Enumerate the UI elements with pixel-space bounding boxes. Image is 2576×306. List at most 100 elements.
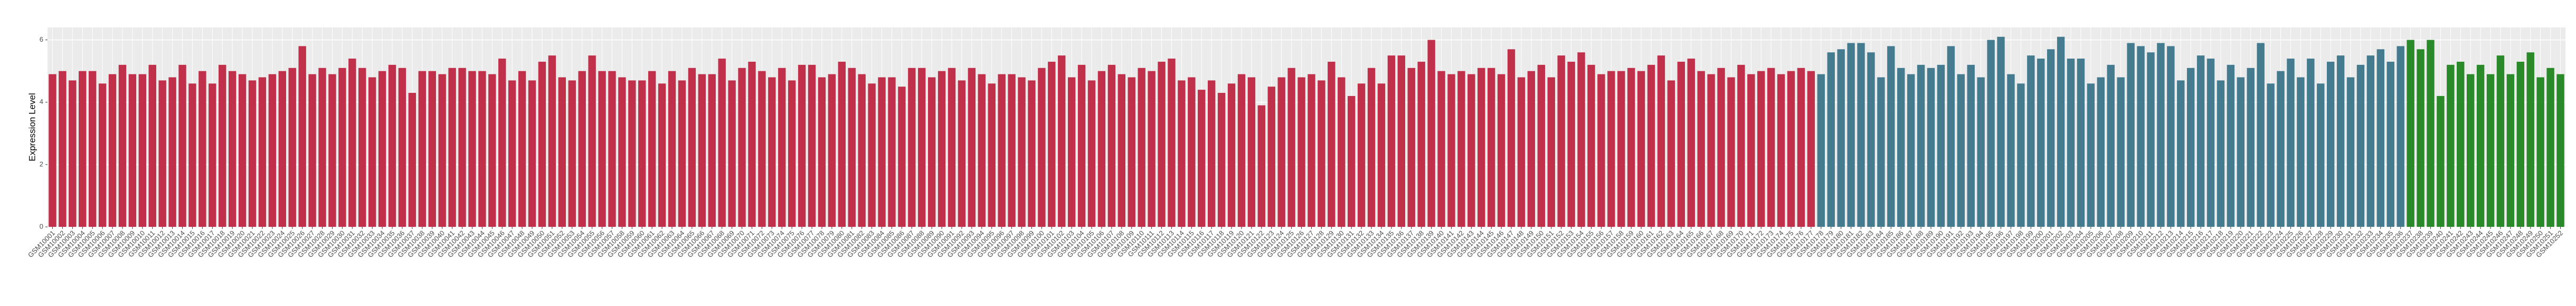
bar (2486, 74, 2495, 227)
bar (778, 68, 786, 227)
y-tick-label: 2 (40, 160, 43, 168)
bar (718, 59, 726, 227)
bar (2267, 83, 2275, 227)
bar (2217, 80, 2225, 227)
y-tick-label: 0 (40, 222, 43, 230)
bar (298, 46, 306, 227)
bar (1387, 55, 1396, 227)
bar (268, 74, 277, 227)
bar (708, 74, 716, 227)
bar (2326, 61, 2335, 227)
bar (1967, 64, 1975, 227)
bar (1537, 64, 1546, 227)
bar (1487, 68, 1495, 227)
bar (1277, 77, 1285, 227)
bar (1877, 77, 1885, 227)
bar (2157, 43, 2165, 227)
bar (2227, 64, 2235, 227)
bar (2167, 46, 2175, 227)
bar (1807, 71, 1815, 227)
bar (59, 71, 67, 227)
bar (1627, 68, 1635, 227)
bar (1657, 55, 1665, 227)
bar (158, 80, 166, 227)
bar (868, 83, 876, 227)
bar (2417, 49, 2425, 227)
bar (668, 71, 676, 227)
bar (79, 71, 87, 227)
bar (578, 71, 586, 227)
bar (898, 87, 906, 227)
bar (1028, 80, 1036, 227)
bar (1607, 71, 1615, 227)
bar (948, 68, 956, 227)
bar (678, 80, 686, 227)
bar (2196, 55, 2205, 227)
bar (219, 64, 226, 227)
bar (1987, 40, 1995, 227)
bar (2476, 64, 2485, 227)
bar (228, 71, 236, 227)
bar (768, 77, 776, 227)
bar (2027, 55, 2035, 227)
bar (1087, 80, 1096, 227)
bar (1567, 61, 1575, 227)
bar (1437, 71, 1445, 227)
bar (1727, 77, 1735, 227)
bar (238, 74, 247, 227)
bar (338, 68, 346, 227)
bar (1847, 43, 1855, 227)
bar (628, 80, 636, 227)
bar (1217, 93, 1226, 227)
bar (1617, 71, 1625, 227)
bar (1298, 77, 1305, 227)
bar (1707, 74, 1715, 227)
bar (2437, 95, 2445, 227)
bar (927, 77, 936, 227)
bar (98, 83, 107, 227)
bar (1797, 68, 1805, 227)
bar (1887, 46, 1895, 227)
bar (1557, 55, 1565, 227)
bar (1338, 77, 1346, 227)
bar (108, 74, 117, 227)
bar (1507, 49, 1516, 227)
bar (1547, 77, 1555, 227)
bar (1937, 64, 1945, 227)
bar (2017, 83, 2025, 227)
bar (848, 68, 856, 227)
bar (738, 68, 746, 227)
bar (1787, 71, 1795, 227)
bar (378, 71, 386, 227)
bar (1857, 43, 1865, 227)
bar (2287, 59, 2295, 227)
bar (1827, 52, 1835, 227)
bar (408, 93, 416, 227)
bar (1667, 80, 1675, 227)
bar (2336, 55, 2345, 227)
bar (1397, 55, 1406, 227)
bar (1697, 71, 1705, 227)
bar (1527, 71, 1536, 227)
bar (358, 68, 366, 227)
bar (1517, 77, 1526, 227)
bar (2247, 68, 2255, 227)
bar (2516, 61, 2525, 227)
bar (638, 80, 646, 227)
bar (488, 74, 496, 227)
bar (2186, 68, 2195, 227)
bar (918, 68, 926, 227)
bar (2496, 55, 2505, 227)
plot-panel (48, 27, 2565, 227)
bar (168, 77, 176, 227)
bar (818, 77, 826, 227)
bar (568, 80, 576, 227)
bar (1198, 90, 1206, 227)
bar (1817, 74, 1825, 227)
bar (2037, 59, 2045, 227)
bar (1767, 68, 1775, 227)
bar (448, 68, 456, 227)
bar (2127, 43, 2135, 227)
bar (1977, 77, 1985, 227)
